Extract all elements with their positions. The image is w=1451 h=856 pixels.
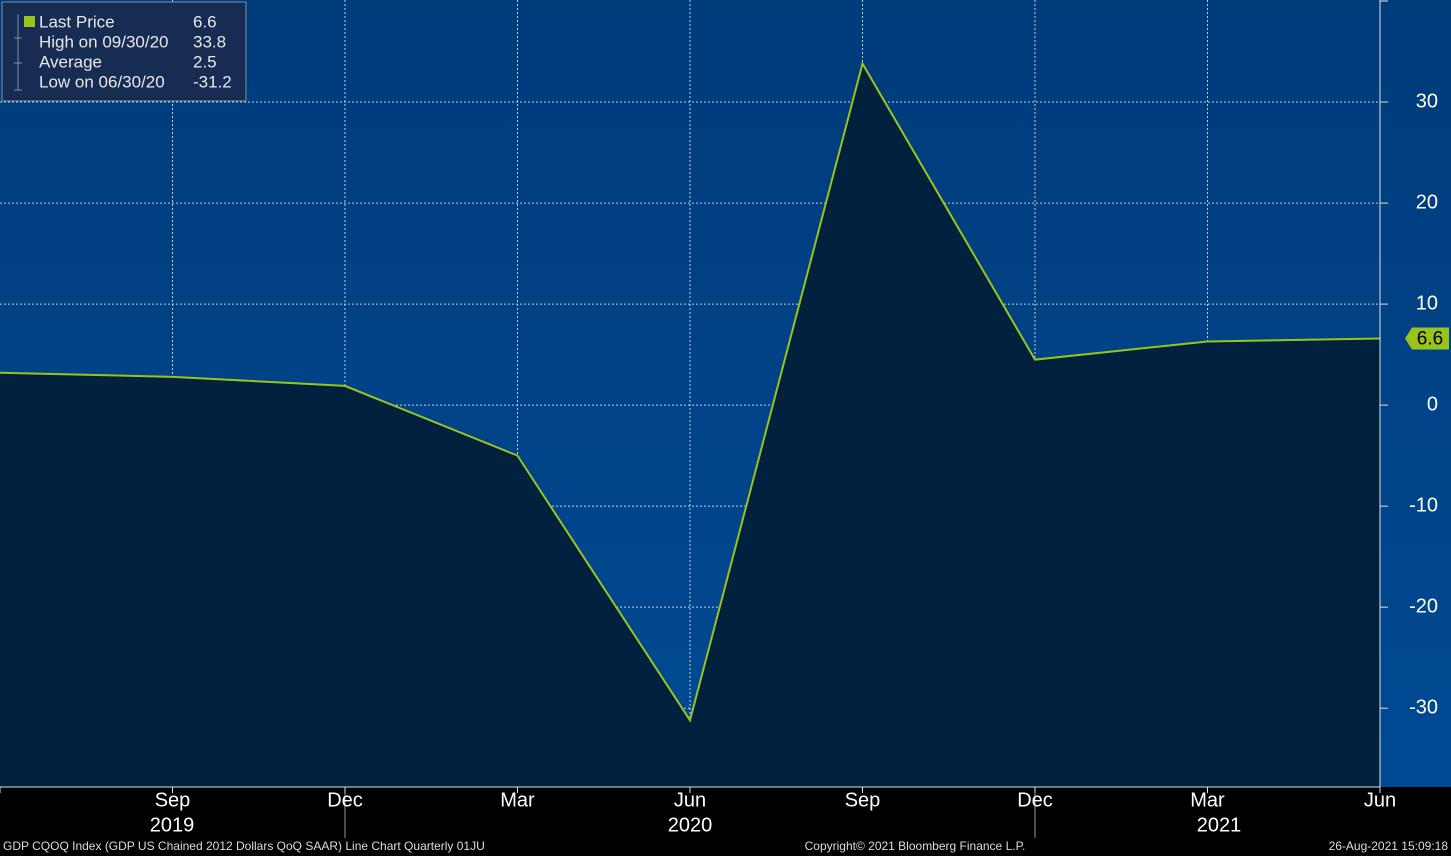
legend-label: Last Price bbox=[39, 12, 115, 31]
y-tick-label: -10 bbox=[1409, 494, 1438, 516]
legend-value: 6.6 bbox=[193, 12, 217, 31]
last-value-tag bbox=[1405, 327, 1449, 350]
legend-label: Average bbox=[39, 52, 102, 71]
legend: Last Price 6.6 High on 09/30/20 33.8 Ave… bbox=[1, 1, 247, 102]
x-tick-label: Sep bbox=[845, 789, 881, 811]
legend-value: -31.2 bbox=[193, 72, 232, 91]
footer-copyright: Copyright© 2021 Bloomberg Finance L.P. bbox=[805, 839, 1026, 853]
x-tick-label: Dec bbox=[1017, 789, 1053, 811]
x-year-label: 2020 bbox=[668, 814, 713, 836]
footer-description: GDP CQOQ Index (GDP US Chained 2012 Doll… bbox=[3, 839, 485, 853]
last-value-label: 6.6 bbox=[1417, 328, 1443, 349]
x-year-label: 2021 bbox=[1197, 814, 1242, 836]
area-fill bbox=[0, 63, 1380, 788]
legend-swatch bbox=[24, 16, 35, 27]
legend-label: Low on 06/30/20 bbox=[39, 72, 165, 91]
y-tick-label: -20 bbox=[1409, 595, 1438, 617]
x-year-label: 2019 bbox=[150, 814, 195, 836]
y-tick-label: 10 bbox=[1416, 292, 1438, 314]
legend-value: 33.8 bbox=[193, 32, 226, 51]
y-tick-label: -30 bbox=[1409, 696, 1438, 718]
x-tick-label: Jun bbox=[674, 789, 706, 811]
x-tick-label: Jun bbox=[1364, 789, 1396, 811]
legend-box bbox=[1, 1, 247, 102]
legend-icons bbox=[14, 14, 22, 91]
y-tick-label: 0 bbox=[1427, 393, 1438, 415]
footer-timestamp: 26-Aug-2021 15:09:18 bbox=[1329, 839, 1449, 853]
y-tick-label: 30 bbox=[1416, 90, 1438, 112]
legend-value: 2.5 bbox=[193, 52, 217, 71]
y-tick-label: 20 bbox=[1416, 191, 1438, 213]
x-tick-label: Sep bbox=[155, 789, 191, 811]
line bbox=[0, 61, 1381, 723]
x-tick-label: Mar bbox=[500, 789, 535, 811]
x-tick-label: Dec bbox=[327, 789, 363, 811]
legend-label: High on 09/30/20 bbox=[39, 32, 169, 51]
x-tick-label: Mar bbox=[1190, 789, 1225, 811]
